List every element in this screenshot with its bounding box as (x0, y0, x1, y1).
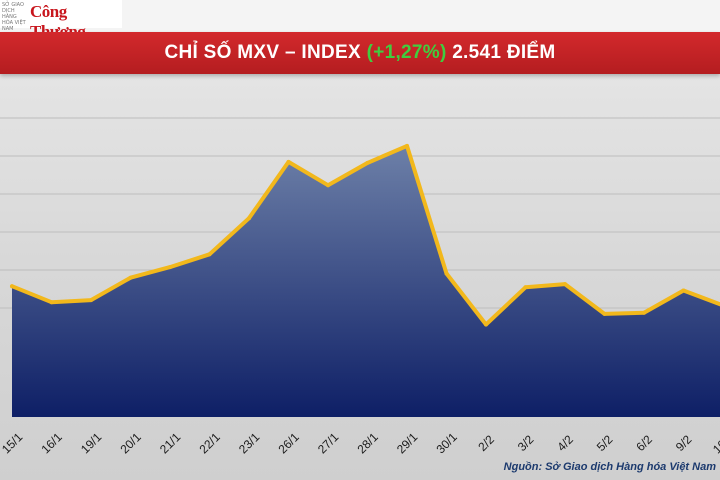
title-change: (+1,27%) (366, 42, 447, 63)
x-tick-label: 2/2 (475, 432, 497, 454)
x-tick-label: 4/2 (554, 432, 576, 454)
data-point-27-1 (326, 183, 330, 188)
x-tick-label: 23/1 (236, 430, 263, 457)
data-point-22-1 (207, 252, 212, 257)
data-point-5-2 (602, 311, 607, 316)
title-bar: CHỈ SỐ MXV – INDEX (+1,27%) 2.541 ĐIỂM (0, 32, 720, 74)
x-tick-label: 6/2 (633, 432, 655, 454)
data-point-23-1 (247, 216, 251, 221)
x-tick-label: 28/1 (354, 430, 381, 457)
x-tick-label: 30/1 (433, 430, 460, 457)
title-value: 2.541 ĐIỂM (452, 42, 556, 63)
x-tick-label: 20/1 (117, 430, 144, 457)
data-point-20-1 (128, 275, 133, 280)
data-point-19-1 (89, 298, 93, 303)
data-point-29-1 (405, 143, 409, 148)
data-point-16-1 (49, 300, 54, 305)
data-point-15-1 (10, 284, 14, 289)
x-tick-label: 10/2 (710, 430, 720, 457)
data-point-26-1 (286, 159, 291, 164)
x-tick-label: 22/1 (196, 430, 223, 457)
source-note: Nguồn: Sở Giao dịch Hàng hóa Việt Nam (503, 461, 716, 473)
x-tick-label: 3/2 (515, 432, 537, 454)
data-point-2-2 (484, 322, 488, 327)
x-tick-label: 26/1 (275, 430, 302, 457)
data-point-21-1 (168, 265, 172, 270)
logo: SỞ GIAO DỊCH HÀNG HÓA VIỆT NAM Công Thươ… (0, 0, 122, 41)
data-point-28-1 (365, 160, 370, 165)
x-tick-label: 9/2 (673, 432, 695, 454)
x-tick-label: 19/1 (78, 430, 105, 457)
chart-title: CHỈ SỐ MXV – INDEX (+1,27%) 2.541 ĐIỂM (164, 42, 555, 64)
logo-tagline: SỞ GIAO DỊCH HÀNG HÓA VIỆT NAM (2, 2, 26, 32)
x-tick-label: 27/1 (315, 430, 342, 457)
data-point-3-2 (523, 285, 528, 290)
x-tick-label: 5/2 (594, 432, 616, 454)
index-area (12, 145, 720, 417)
data-point-4-2 (563, 282, 567, 287)
data-point-30-1 (444, 271, 449, 276)
x-tick-label: 15/1 (0, 430, 26, 457)
title-main: CHỈ SỐ MXV – INDEX (164, 42, 361, 63)
data-point-9-2 (681, 288, 686, 293)
x-tick-label: 16/1 (38, 430, 65, 457)
data-point-6-2 (642, 310, 646, 315)
x-tick-label: 29/1 (394, 430, 421, 457)
x-tick-label: 21/1 (157, 430, 184, 457)
